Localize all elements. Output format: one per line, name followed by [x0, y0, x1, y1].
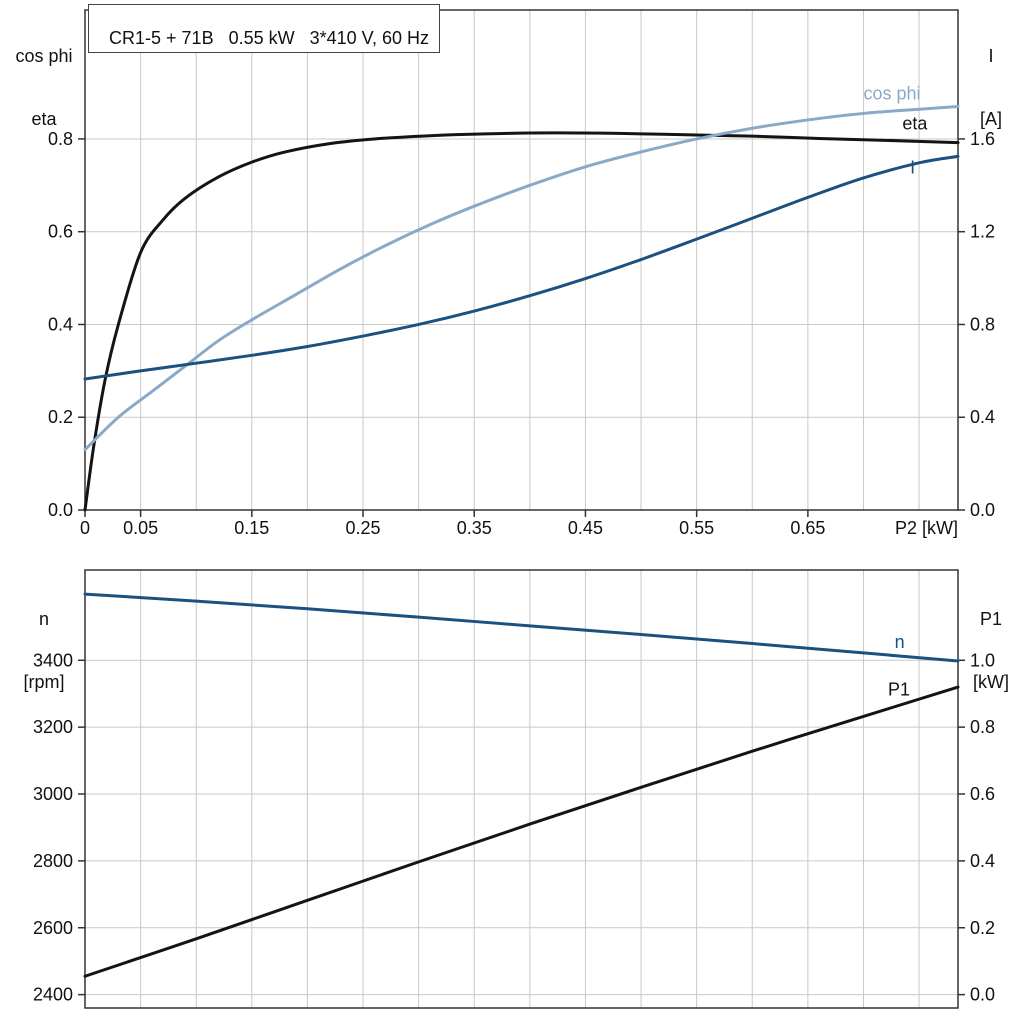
left-axis-tick-label: 2800	[33, 851, 73, 871]
bottom-left-axis-title: n [rpm]	[6, 567, 82, 714]
x-axis-tick-label: 0.35	[457, 518, 492, 538]
right-axis-tick-label: 0.4	[970, 851, 995, 871]
left-axis-tick-label: 0.8	[48, 129, 73, 149]
curve-cos-phi	[83, 104, 960, 452]
axis-title-p1: P1	[979, 609, 1003, 629]
right-axis-tick-label: 0.6	[970, 784, 995, 804]
left-axis-tick-label: 3200	[33, 717, 73, 737]
right-axis-tick-label: 1.0	[970, 650, 995, 670]
right-axis-tick-label: 0.0	[970, 500, 995, 520]
bottom-right-axis-title: P1 [kW]	[962, 567, 1020, 714]
x-axis-tick-label: 0.05	[123, 518, 158, 538]
top-left-axis-title: cos phi eta	[6, 4, 82, 151]
x-axis-title: P2 [kW]	[895, 518, 958, 538]
right-axis-tick-label: 0.8	[970, 717, 995, 737]
curve-label-speed: n	[895, 632, 905, 652]
axis-title-eta: eta	[31, 109, 57, 129]
x-axis-tick-label: 0.15	[234, 518, 269, 538]
x-axis-tick-label: 0.55	[679, 518, 714, 538]
chart-title: CR1-5 + 71B 0.55 kW 3*410 V, 60 Hz	[109, 28, 430, 48]
right-axis-tick-label: 0.2	[970, 918, 995, 938]
x-axis-tick-label: 0.25	[346, 518, 381, 538]
curve-label-p1: P1	[888, 679, 910, 699]
left-axis-tick-label: 0.4	[48, 314, 73, 334]
plot-frame	[84, 9, 959, 511]
curve-label-eta: eta	[902, 114, 928, 134]
left-axis-tick-label: 3400	[33, 650, 73, 670]
right-axis-tick-label: 0.8	[970, 314, 995, 334]
left-axis-tick-label: 0.2	[48, 407, 73, 427]
x-axis-tick-label: 0.45	[568, 518, 603, 538]
x-axis-tick-label: 0	[80, 518, 90, 538]
curve-eta	[83, 131, 960, 512]
curve-current	[83, 154, 960, 381]
top-right-axis-title: I [A]	[962, 4, 1020, 151]
left-axis-tick-label: 3000	[33, 784, 73, 804]
curve-label-cos-phi: cos phi	[863, 84, 920, 104]
curve-speed	[83, 592, 960, 663]
left-axis-tick-label: 0.6	[48, 222, 73, 242]
right-axis-tick-label: 1.2	[970, 222, 995, 242]
x-axis-tick-label: 0.65	[790, 518, 825, 538]
left-axis-tick-label: 2600	[33, 918, 73, 938]
chart-title-box: CR1-5 + 71B 0.55 kW 3*410 V, 60 Hz	[88, 4, 441, 53]
right-axis-tick-label: 1.6	[970, 129, 995, 149]
right-axis-tick-label: 0.4	[970, 407, 995, 427]
curve-label-current: I	[910, 158, 915, 178]
curve-p1	[83, 685, 960, 978]
axis-title-speed: n	[38, 609, 49, 629]
axis-title-speed-unit: [rpm]	[23, 672, 65, 692]
axis-title-cos-phi: cos phi	[15, 46, 73, 66]
left-axis-tick-label: 0.0	[48, 500, 73, 520]
axis-title-p1-unit: [kW]	[973, 672, 1009, 692]
right-axis-tick-label: 0.0	[970, 985, 995, 1005]
axis-title-current: I	[988, 46, 994, 66]
left-axis-tick-label: 2400	[33, 985, 73, 1005]
axis-title-current-unit: [A]	[979, 109, 1002, 129]
plot-frame	[84, 569, 959, 1009]
